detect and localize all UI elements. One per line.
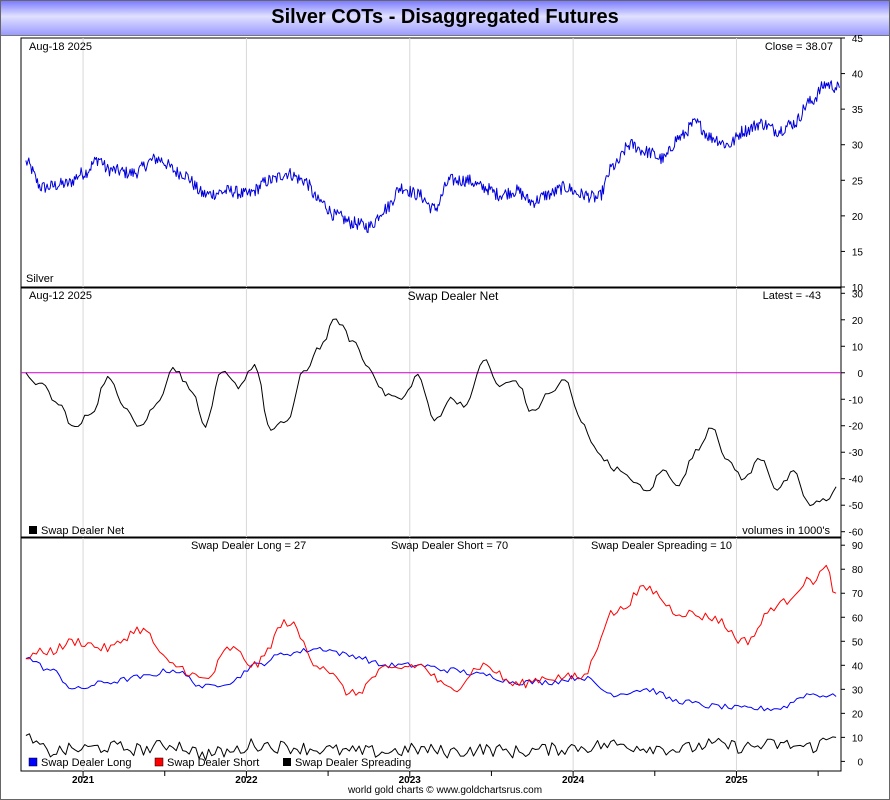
swap-dealer-net-line xyxy=(25,318,837,507)
net-y-tick-label: 10 xyxy=(852,342,864,353)
short-legend-swatch xyxy=(154,757,164,767)
swap-dealer-short-line xyxy=(25,564,837,696)
spreading-latest-label: Swap Dealer Spreading = 10 xyxy=(591,540,732,552)
x-tick-label: 2022 xyxy=(235,775,258,786)
price-y-tick-label: 20 xyxy=(852,212,864,223)
positions-y-tick-label: 40 xyxy=(852,661,864,672)
positions-y-tick-label: 80 xyxy=(852,565,864,576)
units-note: volumes in 1000's xyxy=(742,525,830,537)
positions-y-tick-label: 10 xyxy=(852,733,864,744)
net-panel-title: Swap Dealer Net xyxy=(408,289,499,303)
net-panel xyxy=(20,287,842,538)
net-y-tick-label: -60 xyxy=(849,528,864,539)
net-y-tick-label: 0 xyxy=(857,369,863,380)
net-legend-swatch xyxy=(29,526,37,534)
swap-dealer-long-line xyxy=(25,646,837,712)
positions-y-tick-label: 70 xyxy=(852,589,864,600)
price-y-tick-label: 10 xyxy=(852,283,864,294)
long-latest-label: Swap Dealer Long = 27 xyxy=(191,540,306,552)
net-y-tick-label: -30 xyxy=(849,448,864,459)
x-tick-label: 2025 xyxy=(725,775,748,786)
x-tick-label: 2021 xyxy=(72,775,95,786)
short-latest-label: Swap Dealer Short = 70 xyxy=(391,540,508,552)
spreading-legend-swatch xyxy=(283,758,291,766)
series-layer xyxy=(21,80,841,761)
price-close-label: Close = 38.07 xyxy=(765,41,833,53)
positions-y-tick-label: 0 xyxy=(857,757,863,768)
long-legend-label: Swap Dealer Long xyxy=(41,757,132,769)
net-y-tick-label: 30 xyxy=(852,289,864,300)
price-y-tick-label: 15 xyxy=(852,247,864,258)
grid-layer xyxy=(82,38,737,771)
long-legend-swatch xyxy=(28,757,38,767)
title-bar: Silver COTs - Disaggregated Futures xyxy=(1,1,889,36)
x-tick-label: 2023 xyxy=(399,775,422,786)
net-y-tick-label: -50 xyxy=(849,501,864,512)
silver-price-line xyxy=(25,80,840,234)
positions-y-tick-label: 60 xyxy=(852,613,864,624)
price-series-label: Silver xyxy=(26,273,54,285)
price-y-tick-label: 25 xyxy=(852,176,864,187)
positions-y-tick-label: 30 xyxy=(852,685,864,696)
positions-y-tick-label: 20 xyxy=(852,709,864,720)
net-y-tick-label: -40 xyxy=(849,475,864,486)
price-date-label: Aug-18 2025 xyxy=(29,41,92,53)
footer-credit: world gold charts © www.goldchartsrus.co… xyxy=(347,785,543,796)
positions-panel xyxy=(20,537,842,772)
price-y-tick-label: 35 xyxy=(852,105,864,116)
axis-layer: 2021 2022 2023 2024 20251015202530354045-60-… xyxy=(72,34,863,786)
price-y-tick-label: 40 xyxy=(852,70,864,81)
net-date-label: Aug-12 2025 xyxy=(29,290,92,302)
price-y-tick-label: 45 xyxy=(852,34,864,45)
net-legend-label: Swap Dealer Net xyxy=(41,525,124,537)
positions-y-tick-label: 90 xyxy=(852,541,864,552)
swap-dealer-spreading-line xyxy=(25,733,837,761)
price-y-tick-label: 30 xyxy=(852,141,864,152)
short-legend-label: Swap Dealer Short xyxy=(167,757,259,769)
spreading-legend-label: Swap Dealer Spreading xyxy=(295,757,411,769)
net-latest-label: Latest = -43 xyxy=(763,290,821,302)
net-y-tick-label: 20 xyxy=(852,316,864,327)
positions-y-tick-label: 50 xyxy=(852,637,864,648)
net-y-tick-label: -10 xyxy=(849,395,864,406)
x-tick-label: 2024 xyxy=(562,775,585,786)
chart-title: Silver COTs - Disaggregated Futures xyxy=(271,6,619,28)
net-y-tick-label: -20 xyxy=(849,422,864,433)
